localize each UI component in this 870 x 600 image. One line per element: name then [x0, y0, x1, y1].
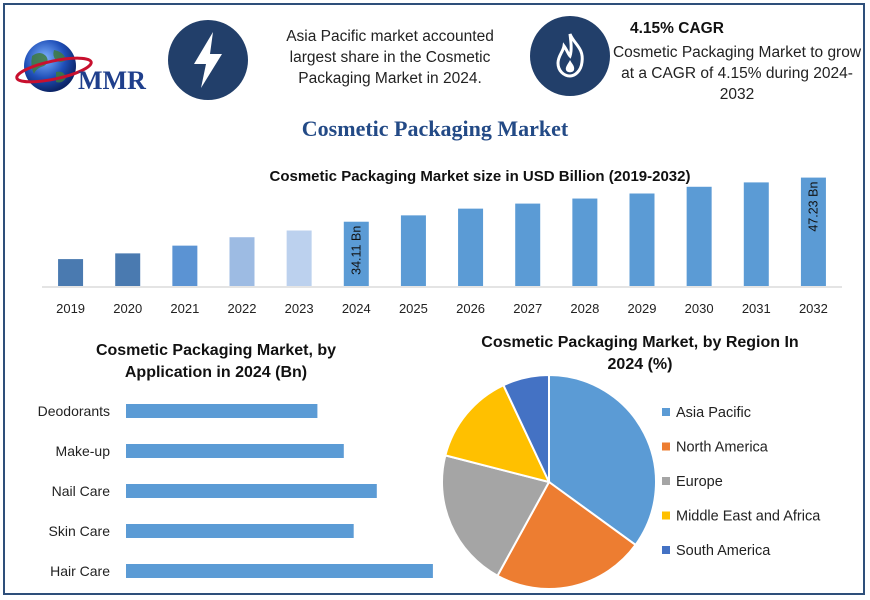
application-bar-skin-care [126, 524, 354, 538]
legend-entry: Europe [676, 474, 723, 490]
lightning-bolt-icon [194, 32, 222, 88]
x-tick-label: 2023 [285, 301, 314, 316]
x-tick-label: 2025 [399, 301, 428, 316]
bar-2029 [629, 193, 655, 286]
pie-slice-europe [441, 454, 551, 578]
data-label-2024: 34.11 Bn [349, 226, 363, 275]
infographic-frame [3, 3, 865, 595]
region-chart-title: Cosmetic Packaging Market, by Region In … [481, 334, 799, 373]
legend-swatch [662, 477, 670, 485]
x-tick-label: 2026 [456, 301, 485, 316]
x-tick-label: 2031 [742, 301, 771, 316]
pie-slice-middle-east-and-africa [444, 383, 551, 484]
bar-2022 [229, 237, 255, 286]
legend-entry: South America [676, 543, 771, 559]
legend-entry: Middle East and Africa [676, 509, 821, 525]
legend-swatch [662, 511, 670, 520]
data-label-2032: 47.23 Bn [806, 182, 820, 232]
cagr-text: Cosmetic Packaging Market to grow at a C… [612, 44, 862, 103]
x-tick-label: 2022 [228, 301, 257, 316]
bar-2032 [800, 177, 826, 286]
x-tick-label: 2019 [56, 301, 85, 316]
x-tick-label: 2020 [113, 301, 142, 316]
bar-2025 [400, 215, 426, 286]
bar-2023 [286, 230, 312, 286]
globe-icon [15, 40, 93, 92]
mmr-logo [14, 36, 164, 100]
x-tick-label: 2028 [570, 301, 599, 316]
pie-slice-south-america [502, 373, 550, 483]
share-badge [168, 20, 248, 100]
bar-2027 [515, 203, 541, 286]
logo-text: MMR [78, 66, 146, 95]
x-tick-label: 2032 [799, 301, 828, 316]
legend-entry: Asia Pacific [676, 405, 751, 421]
legend-swatch [662, 442, 670, 451]
bar-2030 [686, 186, 712, 286]
cagr-title: 4.15% CAGR [630, 20, 724, 37]
market-size-chart: 2019 2020 2021 2022 2023 2024 34.11 Bn 2025 2026… [42, 177, 842, 316]
x-tick-label: 2027 [513, 301, 542, 316]
application-bar-hair-care [126, 564, 433, 578]
application-label: Make-up [56, 443, 111, 459]
bar-2019 [58, 259, 84, 286]
bar-2028 [572, 198, 598, 286]
x-tick-label: 2029 [628, 301, 657, 316]
x-tick-label: 2021 [170, 301, 199, 316]
application-label: Nail Care [52, 483, 111, 499]
application-bar-deodorants [126, 404, 318, 418]
application-chart: Deodorants Make-up Nail Care Skin Care Hair … [38, 403, 433, 579]
legend-swatch [662, 546, 670, 554]
application-label: Deodorants [38, 403, 110, 419]
application-bar-make-up [126, 444, 344, 458]
cagr-badge [530, 16, 610, 96]
bar-2021 [172, 245, 198, 286]
application-label: Skin Care [49, 523, 111, 539]
legend-entry: North America [676, 440, 769, 456]
application-chart-title: Cosmetic Packaging Market, by Applicatio… [95, 342, 337, 381]
market-size-chart-title: Cosmetic Packaging Market size in USD Bi… [269, 168, 691, 185]
pie-slice-asia-pacific [548, 373, 657, 547]
x-tick-label: 2024 [342, 301, 371, 316]
bar-2020 [115, 253, 141, 286]
bar-2024 [343, 221, 369, 286]
legend-swatch [662, 408, 670, 416]
bar-2031 [743, 182, 769, 286]
share-highlight-text: Asia Pacific market accounted largest sh… [286, 28, 494, 87]
bar-2026 [458, 208, 484, 286]
main-title: Cosmetic Packaging Market [301, 116, 569, 141]
application-bar-nail-care [126, 484, 377, 498]
pie-slice-north-america [496, 480, 637, 590]
region-chart: Asia Pacific North America Europe Middle Ea… [441, 373, 821, 590]
application-label: Hair Care [50, 563, 110, 579]
flame-icon [556, 33, 584, 78]
x-tick-label: 2030 [685, 301, 714, 316]
